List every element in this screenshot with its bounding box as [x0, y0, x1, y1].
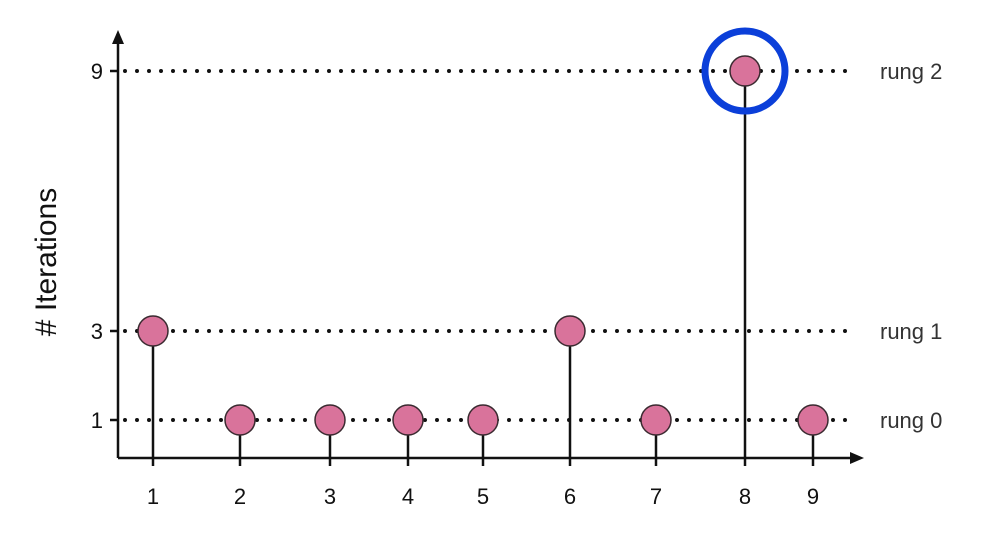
x-tick-label-5: 5	[477, 484, 489, 509]
rung-lines	[123, 69, 854, 422]
x-tick-label-3: 3	[324, 484, 336, 509]
highlight-ring	[701, 27, 789, 115]
y-tick-label-3: 3	[91, 319, 103, 344]
y-tick-label-1: 1	[91, 408, 103, 433]
rung-label-2: rung 2	[880, 59, 942, 84]
data-point-3	[314, 404, 346, 436]
rung-labels: rung 0 rung 1 rung 2	[880, 59, 942, 433]
data-point-7	[640, 404, 672, 436]
data-point-6	[554, 315, 586, 347]
rung-label-1: rung 1	[880, 319, 942, 344]
x-tick-label-9: 9	[807, 484, 819, 509]
data-point-4	[392, 404, 424, 436]
x-tick-label-6: 6	[564, 484, 576, 509]
stems	[151, 71, 815, 458]
axes	[112, 30, 864, 464]
data-point-9	[797, 404, 829, 436]
rung-label-0: rung 0	[880, 408, 942, 433]
highlight	[701, 27, 789, 115]
data-points	[137, 55, 829, 436]
data-point-1	[137, 315, 169, 347]
x-tick-label-8: 8	[739, 484, 751, 509]
x-tick-label-1: 1	[147, 484, 159, 509]
y-axis-label: # Iterations	[30, 188, 63, 336]
data-point-2	[224, 404, 256, 436]
y-ticks: 1 3 9	[91, 59, 118, 433]
x-tick-label-2: 2	[234, 484, 246, 509]
x-tick-label-4: 4	[402, 484, 414, 509]
y-tick-label-9: 9	[91, 59, 103, 84]
x-ticks: 1 2 3 4 5 6 7 8 9	[147, 458, 819, 509]
x-axis-arrow	[850, 452, 864, 464]
x-tick-label-7: 7	[650, 484, 662, 509]
data-point-8	[729, 55, 761, 87]
y-axis-arrow	[112, 30, 124, 44]
data-point-5	[467, 404, 499, 436]
